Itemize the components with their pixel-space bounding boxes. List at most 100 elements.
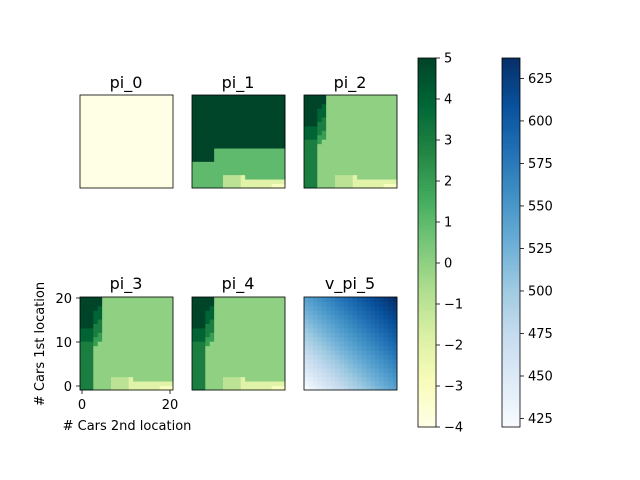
heatmap-cell xyxy=(159,134,165,140)
heatmap-cell xyxy=(379,95,385,100)
colorbar-segment xyxy=(502,414,520,419)
heatmap-cell xyxy=(102,134,107,140)
heatmap-cell xyxy=(321,183,327,189)
heatmap-cell xyxy=(124,179,130,184)
heatmap-cell xyxy=(192,332,197,338)
heatmap-cell xyxy=(352,332,358,338)
heatmap-cell xyxy=(80,336,85,342)
heatmap-cell xyxy=(240,301,246,307)
colorbar-segment xyxy=(502,91,520,96)
heatmap-cell xyxy=(223,165,228,171)
heatmap-cell xyxy=(304,130,309,136)
heatmap-cell xyxy=(231,359,237,364)
heatmap-cell xyxy=(321,179,327,184)
heatmap-cell xyxy=(321,310,327,316)
heatmap-cell xyxy=(357,139,362,145)
heatmap-cell xyxy=(379,143,385,149)
heatmap-cell xyxy=(159,323,165,329)
heatmap-cell xyxy=(357,328,362,333)
heatmap-cell xyxy=(205,148,211,153)
heatmap-cell xyxy=(214,126,219,131)
heatmap-cell xyxy=(366,183,371,189)
colorbar-tick-label: 1 xyxy=(444,216,452,231)
heatmap-cell xyxy=(326,165,331,171)
heatmap-cell xyxy=(330,121,336,127)
heatmap-cell xyxy=(227,372,233,378)
heatmap-cell xyxy=(164,152,169,158)
heatmap-cell xyxy=(280,121,286,127)
heatmap-cell xyxy=(223,183,228,189)
heatmap-cell xyxy=(379,297,385,302)
heatmap-cell xyxy=(146,297,152,302)
heatmap-cell xyxy=(236,179,242,184)
heatmap-cell xyxy=(128,367,134,373)
heatmap-cell xyxy=(271,359,277,364)
heatmap-cell xyxy=(312,103,318,109)
heatmap-cell xyxy=(93,354,99,360)
heatmap-cell xyxy=(106,336,112,342)
heatmap-cell xyxy=(102,301,107,307)
heatmap-cell xyxy=(196,161,202,167)
heatmap-cell xyxy=(205,143,211,149)
heatmap-cell xyxy=(312,99,318,105)
heatmap-cell xyxy=(102,112,107,118)
heatmap-cell xyxy=(106,363,112,369)
heatmap-cell xyxy=(196,359,202,364)
heatmap-cell xyxy=(330,174,336,180)
heatmap-cell xyxy=(271,372,277,378)
heatmap-cell xyxy=(192,385,197,391)
heatmap-cell xyxy=(155,328,161,333)
heatmap-cell xyxy=(164,148,169,153)
title-v-pi-5: v_pi_5 xyxy=(325,274,375,294)
heatmap-cell xyxy=(392,112,398,118)
heatmap-cell xyxy=(267,372,273,378)
heatmap-cell xyxy=(280,332,286,338)
colorbar-segment xyxy=(502,104,520,108)
heatmap-cell xyxy=(366,354,371,360)
heatmap-cell xyxy=(168,328,174,333)
heatmap-cell xyxy=(348,108,354,114)
heatmap-cell xyxy=(106,297,112,302)
heatmap-cell xyxy=(80,310,85,316)
heatmap-cell xyxy=(102,314,107,320)
heatmap-cell xyxy=(146,305,152,311)
heatmap-cell xyxy=(80,126,85,131)
heatmap-cell xyxy=(111,95,116,100)
heatmap-cell xyxy=(280,310,286,316)
colorbar-segment xyxy=(418,328,436,333)
heatmap-cell xyxy=(326,148,331,153)
heatmap-cell xyxy=(192,354,197,360)
heatmap-cell xyxy=(308,336,314,342)
heatmap-cell xyxy=(192,359,197,364)
heatmap-cell xyxy=(308,385,314,391)
colorbar-segment xyxy=(418,181,436,185)
heatmap-cell xyxy=(304,103,309,109)
heatmap-cell xyxy=(192,305,197,311)
heatmap-cell xyxy=(196,130,202,136)
heatmap-cell xyxy=(330,319,336,324)
colorbar-tick-label: −1 xyxy=(444,298,463,313)
colorbar-segment xyxy=(502,116,520,121)
heatmap-cell xyxy=(317,148,323,153)
heatmap-cell xyxy=(155,157,161,162)
heatmap-cell xyxy=(245,354,250,360)
colorbar-segment xyxy=(418,214,436,219)
heatmap-cell xyxy=(146,314,152,320)
heatmap-cell xyxy=(205,341,211,347)
heatmap-cell xyxy=(267,99,273,105)
heatmap-cell xyxy=(137,314,143,320)
heatmap-cell xyxy=(271,332,277,338)
heatmap-cell xyxy=(326,314,331,320)
heatmap-cell xyxy=(352,297,358,302)
heatmap-cell xyxy=(240,174,246,180)
heatmap-cell xyxy=(146,359,152,364)
heatmap-cell xyxy=(223,310,228,316)
heatmap-cell xyxy=(343,345,349,351)
heatmap-cell xyxy=(304,314,309,320)
colorbar-segment xyxy=(502,199,520,204)
heatmap-cell xyxy=(164,359,169,364)
colorbar-segment xyxy=(502,70,520,74)
heatmap-cell xyxy=(348,381,354,386)
heatmap-cell xyxy=(343,336,349,342)
colorbar-segment xyxy=(418,380,436,385)
